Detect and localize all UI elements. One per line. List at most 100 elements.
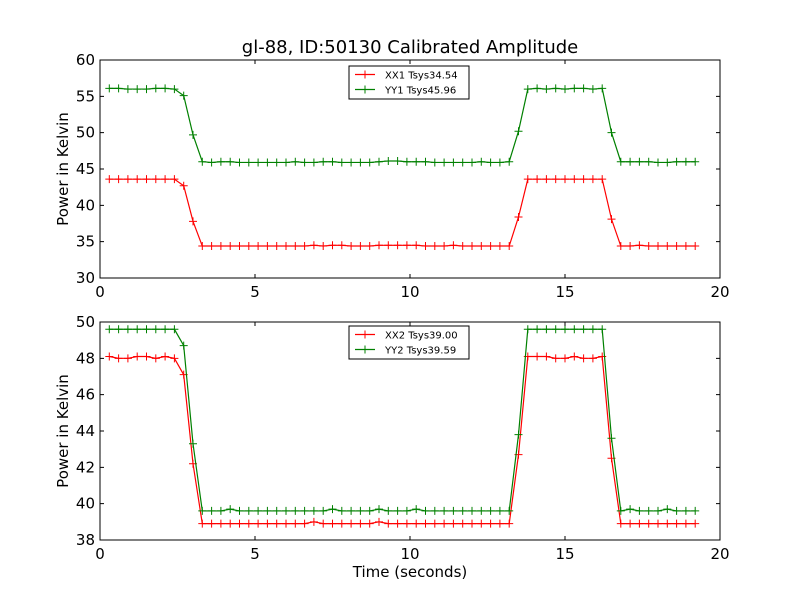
bottom-legend-label-2: YY2 Tsys39.59 xyxy=(384,346,456,357)
bottom-series-2-point xyxy=(114,325,123,334)
top-series-1-point xyxy=(477,242,486,251)
top-series-1-point xyxy=(133,175,142,184)
bottom-y-tick-label: 46 xyxy=(76,386,95,404)
top-series-1-point xyxy=(579,175,588,184)
top-y-tick-label: 35 xyxy=(76,233,95,251)
bottom-series-2-point xyxy=(254,506,263,515)
bottom-series-1-point xyxy=(216,519,225,528)
bottom-series-1-point xyxy=(654,519,662,528)
bottom-series-2-point xyxy=(542,325,551,334)
bottom-series-1-point xyxy=(486,519,495,528)
top-series-2-point xyxy=(691,157,700,166)
top-series-2-point xyxy=(179,91,188,100)
bottom-series-2-point xyxy=(282,506,290,515)
top-y-tick-label: 50 xyxy=(76,124,95,142)
top-series-1-point xyxy=(216,242,225,251)
bottom-series-1-point xyxy=(142,352,151,361)
top-series-1-point xyxy=(151,175,160,184)
top-legend-label-1: XX1 Tsys34.54 xyxy=(385,71,458,82)
bottom-series-2-point xyxy=(375,505,383,514)
top-series-1-point xyxy=(309,241,318,250)
top-series-2-point xyxy=(579,84,588,93)
top-series-2-point xyxy=(375,157,383,166)
top-series-1-point xyxy=(142,175,151,184)
top-series-1-point xyxy=(207,242,216,251)
bottom-series-1-point xyxy=(468,519,476,528)
top-series-2-point xyxy=(505,157,514,166)
bottom-series-1-point xyxy=(347,519,356,528)
top-series-2-point xyxy=(412,157,421,166)
top-series-1-point xyxy=(430,242,439,251)
top-series-1-point xyxy=(402,241,411,250)
bottom-series-2-point xyxy=(105,325,114,334)
bottom-series-2-point xyxy=(644,506,653,515)
bottom-x-tick-label: 5 xyxy=(250,545,260,563)
bottom-series-2-point xyxy=(198,506,207,515)
bottom-series-1-point xyxy=(151,354,160,363)
bottom-series-2-point xyxy=(235,506,244,515)
bottom-series-2-point xyxy=(179,341,188,350)
bottom-series-2-point xyxy=(691,506,700,515)
top-series-2-point xyxy=(430,158,439,167)
bottom-series-1-point xyxy=(282,519,290,528)
bottom-series-2-point xyxy=(570,325,579,334)
top-series-1-point xyxy=(561,175,569,184)
bottom-series-2-point xyxy=(272,506,281,515)
bottom-series-1-point xyxy=(114,354,123,363)
top-y-tick-label: 45 xyxy=(76,160,95,178)
top-series-line-1 xyxy=(109,178,696,247)
top-series-1-point xyxy=(282,242,290,251)
top-series-1-point xyxy=(486,242,495,251)
bottom-series-2-point xyxy=(430,506,439,515)
top-legend-marker-1 xyxy=(361,70,369,79)
top-series-2-point xyxy=(365,158,374,167)
bottom-series-1-point xyxy=(681,519,690,528)
bottom-series-2-point xyxy=(291,506,300,515)
top-series-1-point xyxy=(356,242,365,251)
top-series-1-point xyxy=(495,242,504,251)
top-series-1-point xyxy=(616,242,625,251)
bottom-series-2-point xyxy=(365,506,374,515)
bottom-series-2-point xyxy=(300,506,309,515)
top-series-2-point xyxy=(393,157,402,166)
top-y-tick-label: 55 xyxy=(76,87,95,105)
bottom-series-1-point xyxy=(300,519,309,528)
top-series-2-point xyxy=(449,158,458,167)
top-series-2-point xyxy=(309,158,318,167)
top-legend-box xyxy=(348,65,470,100)
bottom-series-line-1 xyxy=(109,355,696,525)
bottom-y-tick-label: 44 xyxy=(76,422,95,440)
top-series-1-point xyxy=(458,242,467,251)
top-series-2-point xyxy=(635,157,644,166)
top-y-axis-label: Power in Kelvin xyxy=(54,112,72,226)
bottom-series-1-point xyxy=(505,519,514,528)
top-series-2-point xyxy=(272,158,281,167)
bottom-series-2-point xyxy=(189,439,197,448)
bottom-series-1-point xyxy=(458,519,467,528)
bottom-series-2-point xyxy=(161,325,170,334)
bottom-series-2-point xyxy=(356,506,365,515)
bottom-series-1-point xyxy=(626,519,635,528)
bottom-series-1-point xyxy=(616,519,625,528)
bottom-x-tick-label: 15 xyxy=(555,545,574,563)
bottom-series-1-point xyxy=(402,519,411,528)
top-series-2-point xyxy=(189,130,197,139)
bottom-series-1-point xyxy=(588,354,597,363)
bottom-y-tick-label: 38 xyxy=(76,531,95,549)
top-series-1-point xyxy=(691,242,700,251)
top-series-1-point xyxy=(114,175,123,184)
bottom-series-2-point xyxy=(421,506,430,515)
top-series-1-point xyxy=(542,175,551,184)
top-series-1-point xyxy=(663,242,672,251)
bottom-series-2-point xyxy=(533,325,542,334)
top-series-2-point xyxy=(235,158,244,167)
bottom-series-1-point xyxy=(133,352,142,361)
bottom-series-1-point xyxy=(533,352,542,361)
top-series-2-point xyxy=(607,128,616,137)
top-series-2-point xyxy=(421,157,430,166)
top-series-2-point xyxy=(440,158,449,167)
bottom-series-2-point xyxy=(142,325,151,334)
bottom-series-1-point xyxy=(170,354,179,363)
bottom-series-1-point xyxy=(412,519,421,528)
